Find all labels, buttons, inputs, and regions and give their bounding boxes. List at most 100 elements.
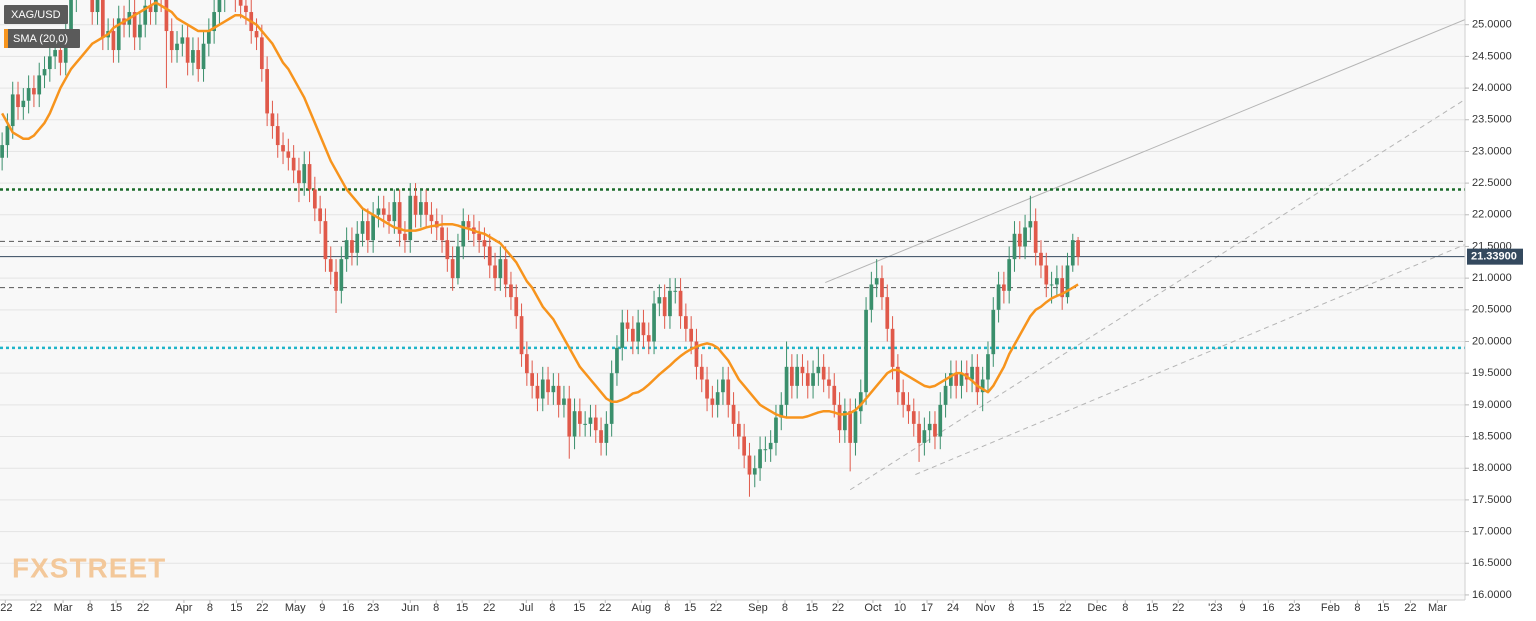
candle-body [678,290,683,317]
x-tick-label: 15 [684,602,696,614]
x-tick-label: Feb [1321,602,1340,614]
candle-body [588,417,593,424]
candle-body [567,398,572,437]
candle-body [524,354,529,374]
candle-body [901,392,906,405]
y-tick-label: 24.0000 [1472,82,1512,94]
candle-body [816,366,821,374]
candle-body [758,449,762,469]
legend-box [4,5,68,24]
x-tick-label: Sep [748,602,768,614]
y-tick-label: 20.0000 [1472,335,1512,347]
candle-body [1049,284,1054,286]
y-tick-label: 23.5000 [1472,114,1512,126]
candle-body [721,379,725,393]
candle-body [583,423,588,425]
candle-body [21,100,26,108]
candle-body [196,50,201,70]
candle-body [546,379,550,393]
y-tick-label: 19.0000 [1472,399,1512,411]
candle-body [519,316,524,355]
x-tick-label: 22 [710,602,722,614]
candle-body [705,379,709,399]
candle-body [1044,265,1049,285]
candle-body [111,31,116,51]
candle-body [752,468,757,475]
candle-body [848,411,853,443]
candle-body [138,24,142,38]
candle-body [880,278,884,298]
candle-body [784,366,789,405]
x-tick-label: 8 [664,602,670,614]
candle-body [466,221,471,228]
candle-body [943,385,948,405]
x-tick-label: 22 [1172,602,1184,614]
candle-body [811,373,815,386]
candle-body [482,240,487,247]
candle-body [318,208,322,222]
candle-body [26,88,31,101]
candle-body [418,202,423,215]
candle-body [1028,221,1033,228]
x-tick-label: 23 [367,602,379,614]
candle-body [609,373,614,424]
y-tick-label: 16.5000 [1472,557,1512,569]
legend: XAG/USD SMA (20,0) [4,5,80,48]
candle-body [116,18,121,51]
x-tick-label: 8 [1354,602,1360,614]
candle-body [169,31,174,51]
candle-body [32,88,36,95]
candle-body [477,233,482,241]
candle-body [779,404,784,418]
candle-body [615,347,619,374]
x-tick-label: '22 [0,602,12,614]
candle-body [461,221,466,247]
x-tick-label: 15 [1146,602,1158,614]
candle-body [365,221,370,241]
candle-body [328,259,333,272]
candle-body [954,373,959,386]
candle-body [217,0,222,13]
y-tick-label: 23.0000 [1472,145,1512,157]
candle-body [265,69,269,114]
x-tick-label: 8 [207,602,213,614]
candle-body [275,126,280,146]
candle-body [397,202,402,234]
candle-body [763,449,768,451]
candle-body [874,278,879,285]
x-tick-label: 22 [599,602,611,614]
candle-body [180,37,185,44]
legend-label: SMA (20,0) [13,33,68,45]
candle-body [445,240,450,260]
candle-body [185,37,190,63]
candle-body [689,328,694,342]
x-tick-label: 8 [549,602,555,614]
x-tick-label: Oct [864,602,881,614]
candle-body [896,366,900,393]
candle-body [710,398,715,405]
candle-body [885,297,890,329]
candle-body [959,373,964,386]
y-tick-label: 22.0000 [1472,209,1512,221]
candle-body [996,284,1001,310]
candle-body [949,373,953,386]
candle-body [350,240,354,253]
candle-body [339,259,344,291]
candle-body [238,0,243,6]
candle-body [572,411,577,437]
y-tick-label: 16.0000 [1472,589,1512,601]
x-tick-label: 15 [110,602,122,614]
candle-body [917,423,921,443]
candle-body [153,0,158,13]
candle-body [562,398,566,405]
x-tick-label: 8 [1008,602,1014,614]
candle-body [10,94,15,127]
y-tick-label: 21.0000 [1472,272,1512,284]
candle-body [980,379,985,393]
candle-body [312,189,317,209]
candle-body [503,259,508,285]
x-tick-label: 15 [1377,602,1389,614]
candle-body [790,366,794,386]
candle-body [933,423,937,437]
x-tick-label: 8 [1122,602,1128,614]
